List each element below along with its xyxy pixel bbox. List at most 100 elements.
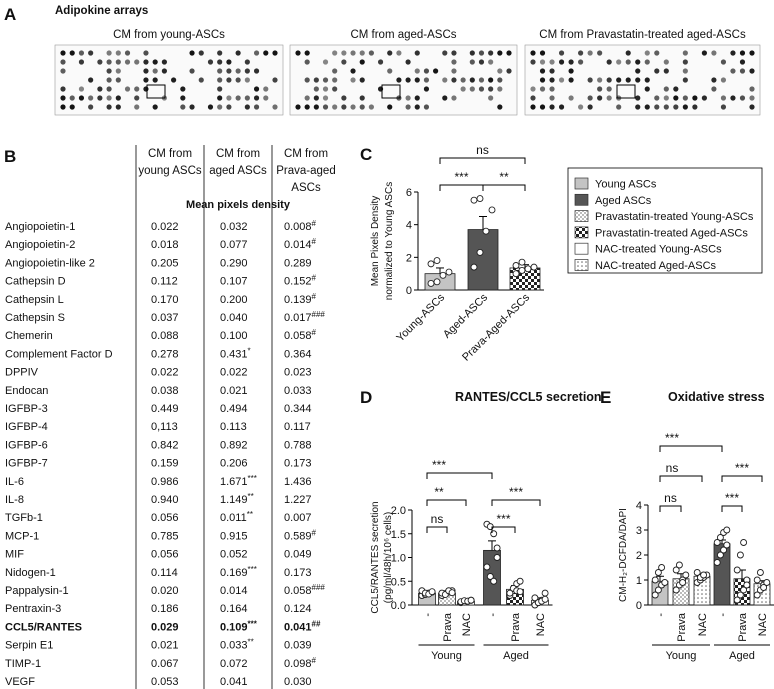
- array-spot: [115, 104, 121, 110]
- array-spot: [253, 104, 260, 110]
- table-cell: 0.169***: [220, 565, 257, 579]
- array-spot: [152, 68, 158, 74]
- cell-superscript: #: [312, 219, 317, 228]
- array-spot: [488, 59, 494, 65]
- row-label: TIMP-1: [5, 658, 41, 670]
- data-point: [512, 262, 520, 269]
- array-spot: [143, 59, 149, 65]
- array-spot: [497, 104, 503, 110]
- array-spot: [180, 104, 186, 110]
- array-spot: [359, 95, 365, 101]
- data-point: [518, 258, 526, 266]
- data-point: [506, 589, 514, 597]
- table-cell: 0.159: [151, 458, 179, 470]
- data-point: [427, 280, 435, 287]
- data-point: [490, 577, 498, 585]
- panel-label: D: [360, 388, 372, 407]
- y-tick-label: 2: [636, 550, 642, 562]
- array-spot: [134, 104, 140, 110]
- array-spot: [171, 77, 177, 83]
- table-cell: 0.940: [151, 494, 179, 506]
- array-spot: [263, 50, 269, 56]
- table-cell: 0.152#: [284, 274, 317, 288]
- legend-label: Young ASCs: [595, 179, 657, 191]
- array-spot: [720, 104, 727, 110]
- table-cell: 0.164: [220, 603, 248, 615]
- array-spot: [69, 104, 75, 110]
- array-spot: [115, 50, 121, 56]
- array-spot: [60, 50, 66, 56]
- cell-value: 0.008: [284, 221, 312, 233]
- array-spot: [423, 104, 430, 110]
- table-cell: 0.205: [151, 257, 179, 269]
- row-label: IL-8: [5, 494, 24, 506]
- data-point: [512, 270, 520, 278]
- row-label: MCP-1: [5, 530, 39, 542]
- row-label: Angiopoietin-2: [5, 239, 75, 251]
- array-spot: [587, 77, 593, 83]
- array-spot: [198, 77, 204, 83]
- array-spot: [673, 95, 679, 101]
- data-point: [740, 586, 748, 594]
- array-spot: [180, 86, 186, 92]
- array-spot: [597, 95, 603, 101]
- array-spot: [539, 86, 546, 92]
- array-spot: [189, 104, 195, 110]
- data-point: [713, 559, 721, 566]
- row-label: CCL5/RANTES: [5, 621, 82, 633]
- array-spot: [644, 86, 650, 92]
- table-cell: 0.139#: [284, 292, 317, 306]
- array-spot: [673, 86, 679, 92]
- array-spot: [597, 77, 603, 83]
- array-spot: [654, 104, 660, 110]
- significance-bracket: [659, 475, 703, 482]
- array-image: [524, 44, 761, 116]
- cell-superscript: **: [248, 638, 254, 647]
- cell-value: 1.671: [220, 476, 248, 488]
- array-spot: [387, 104, 393, 110]
- table-cell: 0.278: [151, 348, 179, 360]
- table-cell: 0.112: [151, 276, 178, 288]
- table-cell: 0.100: [220, 330, 248, 342]
- data-point: [541, 595, 549, 603]
- array-spot: [558, 104, 565, 110]
- x-tick-label: Young-ASCs: [394, 291, 447, 344]
- array-spot: [304, 50, 310, 56]
- array-spot: [558, 59, 565, 65]
- array-spot: [549, 68, 555, 74]
- table-cell: 0.290: [220, 257, 248, 269]
- array-spot: [359, 104, 365, 110]
- table-cell: 0.067: [151, 658, 179, 670]
- array-spot: [88, 50, 94, 56]
- table-cell: 0.030: [284, 676, 312, 688]
- data-point: [672, 566, 680, 574]
- cell-value: 0.109: [220, 621, 248, 633]
- array-spot: [549, 86, 555, 92]
- array-spot: [635, 59, 641, 65]
- array-spot: [644, 77, 650, 83]
- data-point: [682, 571, 690, 579]
- table-cell: 0.049: [284, 549, 312, 561]
- data-point: [672, 586, 680, 594]
- significance-bracket: [439, 184, 484, 191]
- array-spot: [644, 50, 650, 56]
- data-point: [756, 569, 764, 576]
- table-cell: 1.436: [284, 476, 312, 488]
- row-label: IGFBP-4: [5, 421, 48, 433]
- highlight-box: [146, 84, 166, 99]
- table-cell: 0.058#: [284, 328, 317, 342]
- array-spot: [217, 95, 223, 101]
- row-label: Pentraxin-3: [5, 603, 61, 615]
- significance-bracket: [439, 157, 526, 164]
- array-spot: [451, 68, 457, 74]
- array-spot: [539, 50, 546, 56]
- significance-bracket: [482, 184, 526, 191]
- array-spot: [115, 95, 121, 101]
- y-tick-label: 4: [406, 220, 412, 232]
- array-spot: [217, 77, 223, 83]
- array-spot: [341, 59, 347, 65]
- array-spot: [720, 77, 727, 83]
- array-spot: [451, 95, 457, 101]
- data-point: [753, 591, 761, 599]
- array-spot: [387, 68, 393, 74]
